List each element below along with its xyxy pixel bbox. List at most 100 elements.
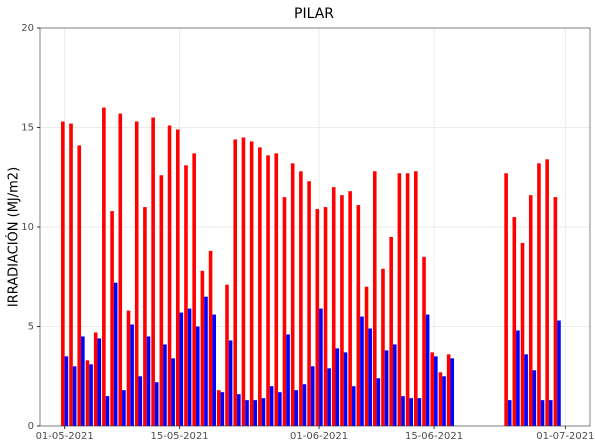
bar: [72, 366, 77, 426]
bar: [397, 173, 402, 426]
x-tick-label: 01-07-2021: [536, 431, 594, 442]
bar: [225, 284, 229, 426]
bar: [245, 400, 249, 426]
bar: [204, 296, 208, 426]
bar: [192, 153, 196, 426]
y-tick-label: 0: [28, 421, 34, 432]
bar: [253, 400, 258, 426]
bar: [532, 370, 537, 426]
bar: [154, 382, 159, 426]
bar: [163, 344, 167, 426]
bar: [348, 191, 352, 426]
bar: [442, 376, 446, 426]
bar: [548, 400, 553, 426]
bar: [381, 268, 385, 426]
bar: [249, 141, 254, 426]
bar: [187, 308, 192, 426]
bar: [143, 207, 147, 426]
bar: [372, 171, 377, 426]
bar: [85, 360, 90, 426]
bar: [340, 195, 344, 426]
chart-title: PILAR: [294, 6, 334, 22]
bar: [282, 197, 287, 426]
bar: [118, 113, 123, 426]
bar: [405, 173, 410, 426]
bar: [302, 384, 307, 426]
bar: [151, 117, 155, 427]
y-tick-label: 15: [21, 123, 34, 134]
bar: [327, 368, 331, 426]
bar: [417, 398, 422, 426]
bar: [134, 121, 139, 426]
bar: [77, 145, 82, 426]
bar: [61, 121, 65, 426]
bar: [208, 250, 213, 426]
bar: [319, 308, 323, 426]
bar: [220, 392, 225, 426]
bar: [384, 350, 389, 426]
bar: [376, 378, 381, 426]
bar: [233, 139, 238, 426]
bar: [528, 195, 533, 426]
bar: [138, 376, 143, 426]
x-tick-label: 01-05-2021: [36, 431, 94, 442]
y-tick-label: 5: [28, 322, 34, 333]
y-axis-title: IRRADIACIÓN (MJ/m2): [6, 167, 22, 307]
bar: [368, 328, 372, 426]
bar: [130, 324, 134, 426]
bar: [430, 352, 435, 426]
bar: [81, 336, 85, 426]
bar: [97, 338, 102, 426]
bar: [323, 207, 328, 426]
bar: [278, 392, 282, 426]
x-tick-label: 15-06-2021: [405, 431, 463, 442]
bar: [356, 205, 361, 426]
bar: [315, 209, 320, 426]
bar: [102, 107, 106, 426]
bar: [516, 330, 520, 426]
bar: [212, 314, 216, 426]
bar: [414, 171, 418, 426]
bar: [438, 372, 443, 426]
bar: [392, 344, 397, 426]
x-tick-label: 01-06-2021: [290, 431, 348, 442]
bar: [228, 340, 233, 426]
bar: [557, 320, 561, 426]
bar: [434, 356, 438, 426]
bar: [269, 386, 274, 426]
bar: [286, 334, 290, 426]
bar: [504, 173, 508, 426]
bar: [113, 282, 118, 426]
bar: [310, 366, 315, 426]
bar: [69, 123, 73, 427]
bar: [258, 147, 262, 426]
bar: [446, 354, 451, 426]
bar: [545, 159, 549, 426]
bar: [64, 356, 69, 426]
bar: [335, 348, 340, 426]
bar: [450, 358, 455, 426]
bar: [179, 312, 184, 426]
bar: [537, 163, 541, 426]
bar: [512, 217, 517, 426]
bar: [266, 155, 270, 427]
bar: [422, 256, 426, 426]
bar: [360, 316, 364, 426]
bar: [171, 358, 175, 426]
bar: [540, 400, 545, 426]
bar: [146, 336, 151, 426]
plot-border: [39, 27, 591, 427]
bar: [241, 137, 246, 426]
bar: [331, 187, 336, 426]
bar: [167, 125, 172, 426]
bar: [364, 286, 369, 426]
bar: [122, 390, 126, 426]
y-tick-label: 20: [21, 23, 34, 34]
bar: [520, 242, 525, 426]
bar: [200, 270, 205, 426]
bar: [110, 211, 114, 426]
bar: [307, 181, 311, 426]
bar: [274, 153, 279, 426]
bar: [343, 352, 348, 426]
